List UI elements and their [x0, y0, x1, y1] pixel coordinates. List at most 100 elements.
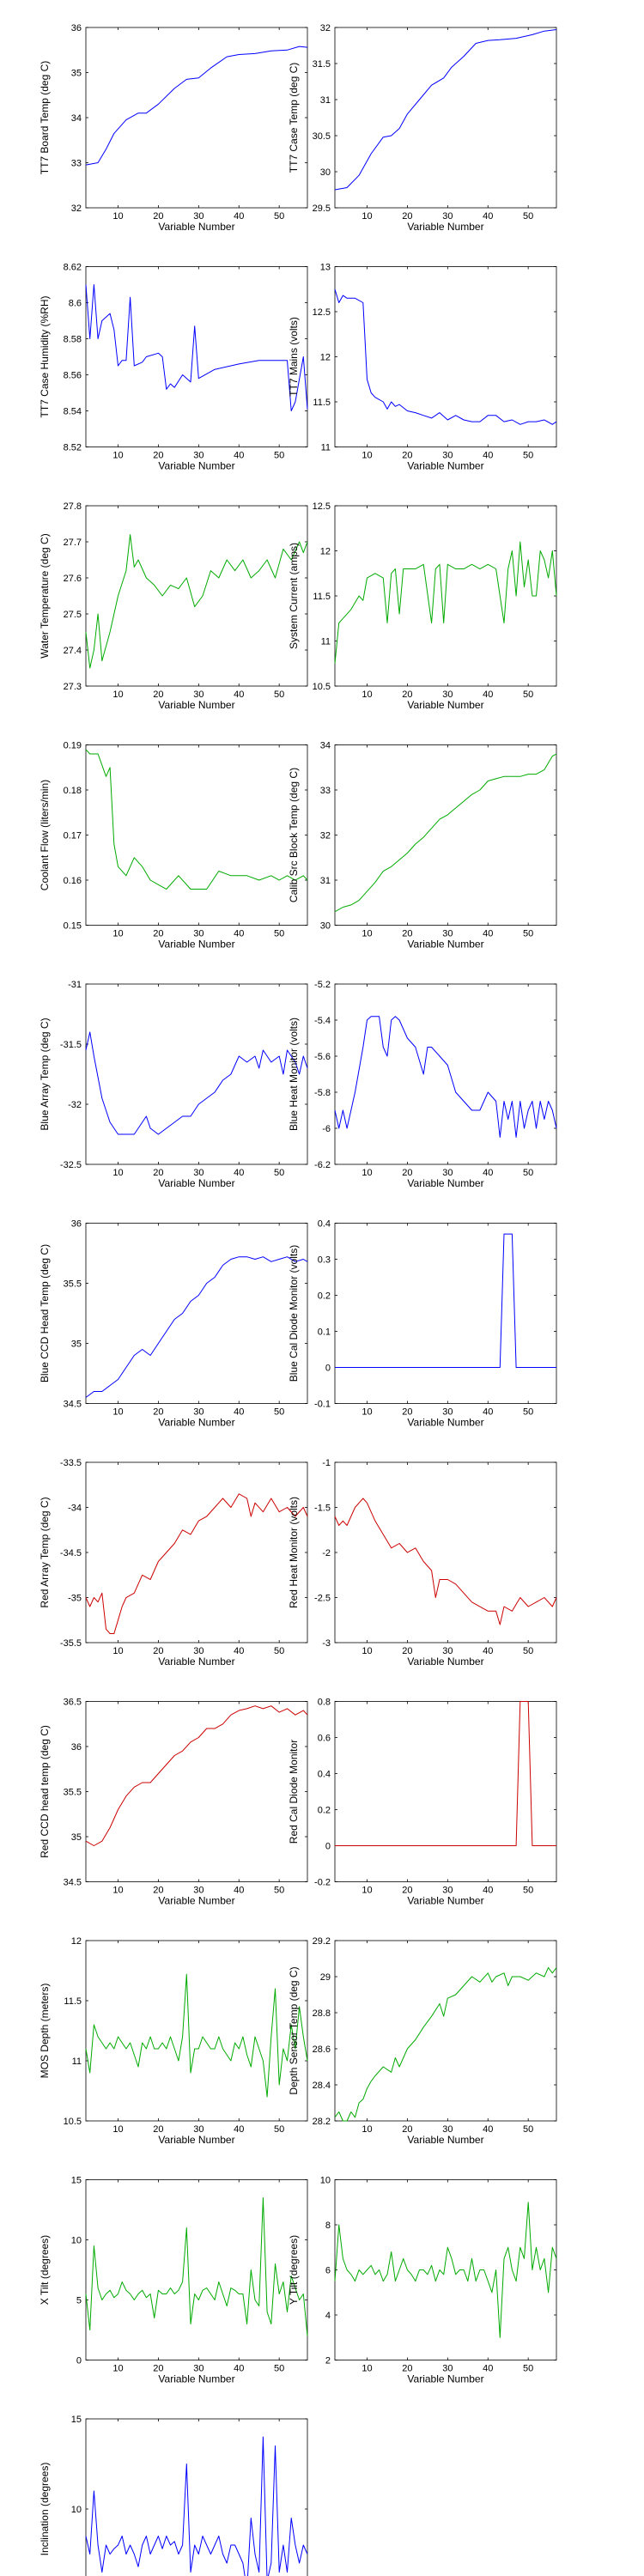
x-tick-label: 40: [483, 1407, 493, 1418]
y-axis-label: Blue CCD Head Temp (deg C): [39, 1244, 51, 1382]
x-tick-label: 40: [234, 1407, 244, 1418]
series-line: [85, 2436, 308, 2576]
y-tick-label: 8.52: [64, 443, 82, 453]
x-tick-label: 10: [361, 2124, 372, 2135]
y-tick-label: 12: [320, 547, 331, 557]
x-tick-label: 50: [523, 1886, 533, 1896]
x-tick-label: 10: [361, 211, 372, 222]
series-line: [85, 1256, 308, 1398]
y-tick-label: 8.54: [64, 407, 82, 417]
y-tick-label: 33: [71, 159, 82, 169]
plot-area: [85, 1461, 308, 1643]
y-tick-label: 8.62: [64, 263, 82, 273]
x-tick-label: 50: [274, 1407, 284, 1418]
y-tick-label: 6: [325, 2266, 331, 2276]
x-axis-label: Variable Number: [158, 221, 234, 233]
y-axis-label: Inclination (degrees): [39, 2463, 51, 2556]
x-tick-label: 50: [274, 1886, 284, 1896]
y-tick-label: -34.5: [60, 1548, 82, 1558]
x-tick-label: 30: [442, 1646, 453, 1656]
y-tick-label: 29: [320, 1972, 331, 1983]
x-tick-label: 10: [361, 1168, 372, 1178]
x-tick-label: 20: [153, 1168, 163, 1178]
chart-panel-20: 10 20 30 40 50 2 4 6 8 10 Variable Number Y Tilt (d…: [288, 2176, 557, 2385]
y-tick-label: 5: [76, 2296, 82, 2306]
x-tick-label: 10: [112, 1886, 123, 1896]
series-line: [85, 2197, 308, 2336]
y-tick-label: -3: [322, 1638, 331, 1649]
x-tick-label: 40: [234, 1168, 244, 1178]
x-tick-label: 30: [193, 1168, 204, 1178]
x-tick-label: 50: [523, 1407, 533, 1418]
y-tick-label: 11: [72, 2057, 82, 2067]
y-tick-label: -2: [322, 1548, 331, 1558]
y-tick-label: 10: [320, 2176, 331, 2186]
x-tick-label: 40: [483, 2124, 493, 2135]
y-tick-label: 0.15: [64, 921, 82, 932]
x-tick-label: 40: [483, 929, 493, 939]
x-tick-label: 30: [193, 451, 204, 461]
y-tick-label: 0.4: [318, 1770, 331, 1780]
y-tick-label: 0.2: [318, 1806, 331, 1816]
x-tick-label: 30: [193, 211, 204, 222]
y-axis-label: Red CCD head temp (deg C): [39, 1725, 51, 1858]
x-tick-label: 30: [193, 929, 204, 939]
y-tick-label: -5.8: [314, 1088, 331, 1098]
y-tick-label: 0.1: [318, 1327, 331, 1338]
series-line: [334, 289, 557, 425]
y-axis-label: Y Tilt (degrees): [288, 2235, 300, 2305]
x-axis-label: Variable Number: [407, 939, 483, 951]
x-tick-label: 20: [153, 690, 163, 700]
y-tick-label: 28.4: [313, 2081, 331, 2091]
x-tick-label: 50: [523, 211, 533, 222]
x-axis-label: Variable Number: [158, 1417, 234, 1429]
y-tick-label: -5.6: [314, 1052, 331, 1062]
y-tick-label: 10.5: [64, 2117, 82, 2127]
x-tick-label: 40: [483, 211, 493, 222]
y-tick-label: 35.5: [64, 1279, 82, 1290]
chart-panel-11: 10 20 30 40 50 34.5 35 35.5 36 Variable Number Blu…: [39, 1219, 308, 1429]
y-tick-label: 27.5: [64, 610, 82, 620]
x-tick-label: 10: [361, 1646, 372, 1656]
y-tick-label: -31.5: [60, 1040, 82, 1050]
y-axis-label: System Current (amps): [288, 543, 300, 649]
x-axis-label: Variable Number: [158, 460, 234, 472]
x-axis-label: Variable Number: [158, 2373, 234, 2385]
y-axis-label: TT7 Board Temp (deg C): [39, 61, 51, 175]
series-line: [334, 1498, 557, 1625]
x-tick-label: 30: [442, 690, 453, 700]
x-tick-label: 20: [402, 690, 412, 700]
x-tick-label: 40: [483, 2364, 493, 2374]
chart-panel-14: 10 20 30 40 50 -3 -2.5 -2 -1.5 -1 Variable Number R…: [288, 1458, 557, 1668]
x-tick-label: 20: [402, 1646, 412, 1656]
x-tick-label: 50: [523, 1646, 533, 1656]
y-tick-label: 32: [71, 204, 82, 214]
y-axis-label: Blue Array Temp (deg C): [39, 1018, 51, 1130]
x-tick-label: 10: [112, 1168, 123, 1178]
series-line: [334, 753, 557, 913]
y-tick-label: 15: [71, 2415, 82, 2425]
y-tick-label: 10: [71, 2505, 82, 2515]
y-tick-label: 27.6: [64, 574, 82, 584]
x-tick-label: 30: [193, 2124, 204, 2135]
series-line: [85, 1705, 308, 1846]
x-tick-label: 30: [193, 690, 204, 700]
x-tick-label: 50: [274, 690, 284, 700]
x-tick-label: 10: [112, 2124, 123, 2135]
chart-panel-6: 10 20 30 40 50 10.5 11 11.5 12 12.5 Variable Numbe…: [288, 501, 557, 711]
x-tick-label: 40: [483, 451, 493, 461]
y-tick-label: 4: [325, 2311, 331, 2321]
y-tick-label: 36: [71, 23, 82, 33]
y-tick-label: 33: [320, 786, 331, 796]
x-tick-label: 40: [234, 1646, 244, 1656]
y-tick-label: 35: [71, 69, 82, 79]
x-tick-label: 10: [361, 1407, 372, 1418]
plot-area: [85, 744, 308, 926]
plot-area: [334, 1701, 557, 1882]
x-axis-label: Variable Number: [407, 221, 483, 233]
plot-area: [85, 2179, 308, 2360]
y-tick-label: 36.5: [64, 1698, 82, 1708]
x-tick-label: 50: [274, 211, 284, 222]
series-line: [334, 1967, 557, 2122]
x-tick-label: 20: [153, 1886, 163, 1896]
